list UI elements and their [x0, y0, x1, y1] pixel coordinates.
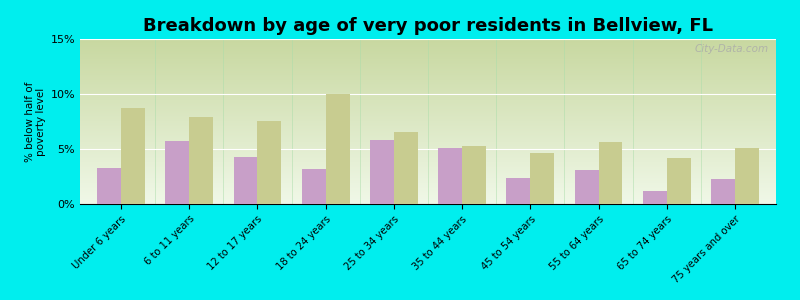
- Bar: [166, 141, 189, 204]
- Bar: [438, 148, 462, 204]
- Bar: [302, 169, 326, 204]
- Bar: [598, 142, 622, 204]
- Bar: [97, 168, 121, 204]
- Bar: [643, 191, 667, 204]
- Text: City-Data.com: City-Data.com: [695, 44, 769, 54]
- Bar: [234, 157, 258, 204]
- Bar: [735, 148, 759, 204]
- Bar: [530, 153, 554, 204]
- Bar: [258, 122, 282, 204]
- Bar: [711, 179, 735, 204]
- Bar: [394, 133, 418, 204]
- Bar: [506, 178, 530, 204]
- Bar: [189, 117, 213, 204]
- Title: Breakdown by age of very poor residents in Bellview, FL: Breakdown by age of very poor residents …: [143, 17, 713, 35]
- Bar: [121, 108, 145, 204]
- Bar: [574, 170, 598, 204]
- Y-axis label: % below half of
poverty level: % below half of poverty level: [25, 81, 46, 162]
- Bar: [462, 146, 486, 204]
- Bar: [667, 158, 690, 204]
- Bar: [370, 140, 394, 204]
- Bar: [326, 94, 350, 204]
